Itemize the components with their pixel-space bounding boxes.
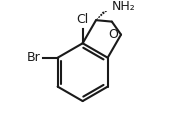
Text: O: O xyxy=(108,28,118,41)
Text: NH₂: NH₂ xyxy=(111,0,135,13)
Text: Cl: Cl xyxy=(77,13,89,26)
Text: Br: Br xyxy=(27,51,41,64)
